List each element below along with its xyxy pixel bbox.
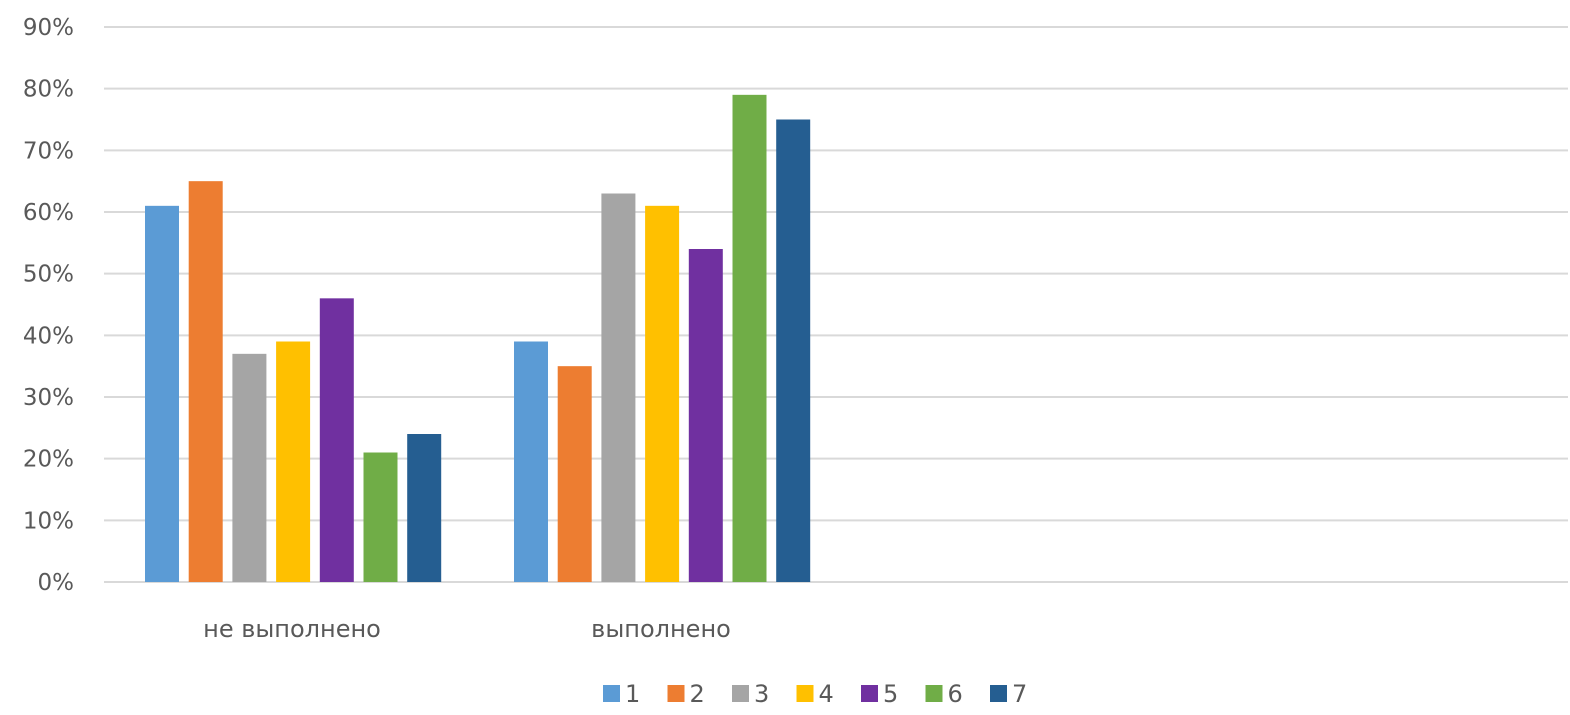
- x-category-label: не выполнено: [203, 615, 381, 643]
- y-tick-label: 30%: [23, 385, 74, 411]
- legend-entry-label: 4: [819, 680, 834, 708]
- legend-swatch: [861, 685, 878, 702]
- bar-3-done: [601, 193, 636, 582]
- y-axis-tick-labels: 0% 10% 20% 30% 40% 50% 60% 70% 80% 90%: [23, 15, 74, 596]
- legend-swatch: [667, 685, 685, 702]
- bar-7-done: [776, 119, 811, 582]
- legend-entry-label: 5: [883, 680, 898, 708]
- legend-swatch: [990, 685, 1007, 702]
- bar-3-not-done: [232, 353, 267, 582]
- legend-swatch: [796, 685, 814, 702]
- x-axis-category-labels: не выполнено выполнено: [203, 615, 731, 643]
- bars: [145, 94, 811, 583]
- bar-2-not-done: [188, 181, 223, 582]
- y-tick-label: 10%: [23, 508, 74, 534]
- legend: 1 2 3 4 5 6 7: [603, 680, 1027, 708]
- y-tick-label: 60%: [23, 200, 74, 226]
- legend-swatch: [603, 685, 620, 702]
- bar-1-not-done: [145, 205, 179, 583]
- x-category-label: выполнено: [591, 615, 731, 643]
- bar-5-done: [688, 249, 723, 582]
- legend-entry-label: 7: [1012, 680, 1027, 708]
- legend-entry-label: 6: [948, 680, 963, 708]
- y-tick-label: 40%: [23, 323, 74, 349]
- legend-swatch: [732, 685, 749, 702]
- bar-7-not-done: [407, 434, 442, 582]
- legend-entry-label: 2: [690, 680, 705, 708]
- bar-4-not-done: [276, 341, 311, 582]
- legend-entry-label: 1: [625, 680, 640, 708]
- legend-entry-label: 3: [754, 680, 769, 708]
- bar-2-done: [557, 366, 592, 582]
- bar-6-done: [732, 94, 767, 582]
- y-tick-label: 0%: [38, 570, 75, 596]
- bar-5-not-done: [319, 298, 354, 582]
- bar-6-not-done: [363, 452, 398, 582]
- y-tick-label: 70%: [23, 138, 74, 164]
- y-tick-label: 20%: [23, 447, 74, 473]
- y-tick-label: 80%: [23, 77, 74, 103]
- legend-swatch: [925, 685, 943, 702]
- bar-4-done: [645, 205, 680, 583]
- y-tick-label: 50%: [23, 262, 74, 288]
- bar-1-done: [514, 341, 548, 582]
- y-tick-label: 90%: [23, 15, 74, 41]
